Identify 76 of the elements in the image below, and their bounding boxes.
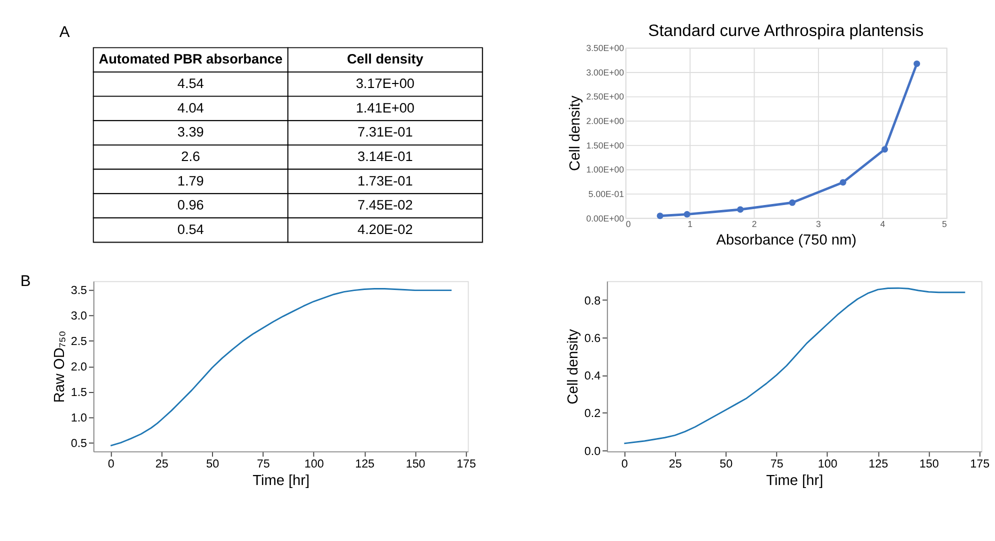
x-tick-label: 75 <box>770 457 784 470</box>
y-tick-label: 2.0 <box>70 360 88 374</box>
x-tick-label: 125 <box>355 457 375 470</box>
y-tick-label: 3.50E+00 <box>586 43 624 54</box>
y-tick-label: 1.0 <box>70 412 88 425</box>
x-tick-label: 1 <box>688 219 693 230</box>
y-tick-label: 2.50E+00 <box>586 92 624 102</box>
x-tick-label: 150 <box>919 457 940 470</box>
text: 7.45E-02 <box>358 198 413 213</box>
point <box>656 212 664 220</box>
y-tick-label: 0.8 <box>584 294 601 308</box>
text: 4.54 <box>177 76 204 92</box>
x-tick-label: 5 <box>942 219 947 230</box>
point <box>684 211 690 218</box>
y-tick-label: 2.00E+00 <box>586 116 624 126</box>
text: 3.14E-01 <box>358 149 413 164</box>
text: 4.04 <box>177 100 204 116</box>
y-axis-title: Cell density <box>566 328 582 404</box>
text: 1.41E+00 <box>356 100 415 116</box>
y-tick-label: 0.00E+00 <box>586 213 624 224</box>
x-tick-label: 75 <box>256 457 270 470</box>
x-tick-label: 4 <box>880 219 886 230</box>
x-tick-label: 100 <box>818 457 838 470</box>
x-tick-label: 0 <box>108 457 115 470</box>
x-tick-label: 175 <box>456 457 476 470</box>
chart-title: Standard curve Arthrospira plantensis <box>648 21 924 40</box>
y-tick-label: 5.00E-01 <box>588 188 624 199</box>
text: Automated PBR absorbance <box>98 52 283 67</box>
x-tick-label: 3 <box>816 219 822 230</box>
x-axis-title: Time [hr] <box>766 472 824 489</box>
point <box>840 179 846 186</box>
line-series <box>110 288 452 446</box>
text: 7.31E-01 <box>358 124 413 140</box>
point <box>789 199 796 206</box>
x-tick-label: 0 <box>621 457 628 470</box>
x-axis-title: Absorbance (750 nm) <box>716 232 856 249</box>
point <box>914 60 920 67</box>
text: 3.39 <box>177 124 204 140</box>
x-tick-label: 125 <box>868 457 888 470</box>
text: 1.73E-01 <box>358 173 413 188</box>
point <box>881 146 888 153</box>
text: B <box>20 272 31 290</box>
y-axis-title: Cell density <box>567 94 584 171</box>
y-tick-label: 1.50E+00 <box>586 140 624 150</box>
x-tick-label: 100 <box>304 457 324 470</box>
y-tick-label: 2.5 <box>70 335 88 348</box>
x-tick-label: 25 <box>155 457 168 470</box>
y-tick-label: 1.00E+00 <box>586 164 624 175</box>
y-tick-label: 0.6 <box>584 332 601 345</box>
text: 3.17E+00 <box>356 76 415 92</box>
x-tick-label: 25 <box>668 457 682 470</box>
text: A <box>59 24 70 41</box>
y-tick-label: 3.5 <box>70 284 88 298</box>
y-tick-label: 3.00E+00 <box>586 67 624 78</box>
point <box>737 206 744 213</box>
y-tick-label: 0.2 <box>584 407 601 420</box>
y-tick-label: 0.5 <box>70 437 88 450</box>
x-tick-label: 0 <box>626 219 631 230</box>
text: 0.54 <box>177 222 204 237</box>
y-tick-label: 0.4 <box>584 370 602 383</box>
text: 0.96 <box>177 198 204 213</box>
text: Cell density <box>346 52 424 67</box>
text: 1.79 <box>177 173 204 188</box>
text: 4.20E-02 <box>358 222 413 237</box>
x-axis-title: Time [hr] <box>252 472 310 489</box>
x-tick-label: 50 <box>206 457 220 470</box>
x-tick-label: 175 <box>970 457 990 470</box>
y-tick-label: 1.5 <box>70 386 88 400</box>
x-tick-label: 150 <box>406 457 426 470</box>
line-series <box>623 287 966 444</box>
y-tick-label: 0.0 <box>584 444 602 458</box>
x-tick-label: 50 <box>720 457 734 470</box>
y-tick-label: 3.0 <box>70 310 88 323</box>
x-tick-label: 2 <box>752 219 757 230</box>
y-axis-title: Raw OD₇₅₀ <box>52 330 68 403</box>
text: 2.6 <box>181 149 200 164</box>
